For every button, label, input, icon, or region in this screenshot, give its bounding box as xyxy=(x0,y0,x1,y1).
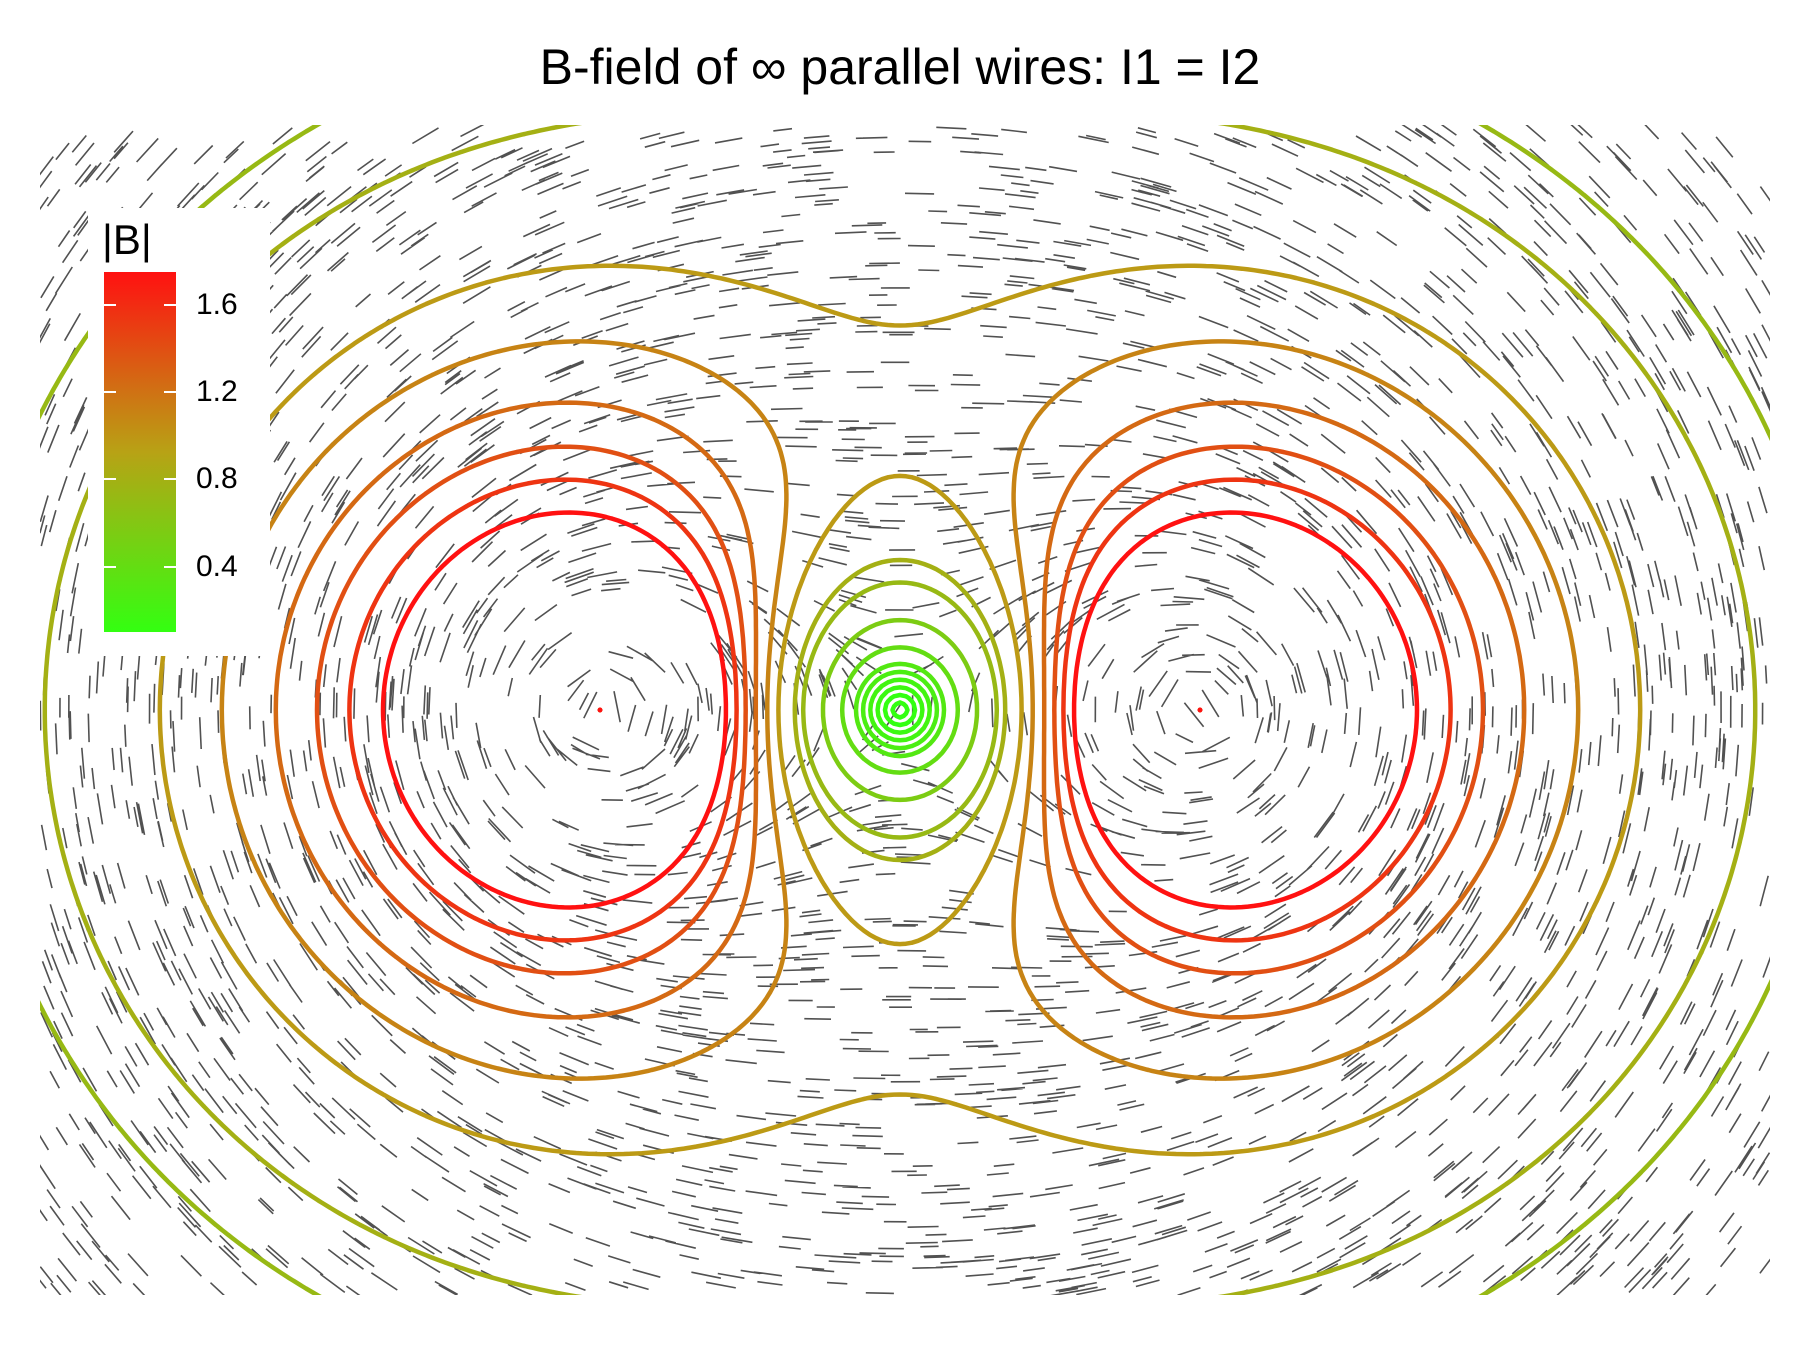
chart-title: B-field of ∞ parallel wires: I1 = I2 xyxy=(539,39,1261,95)
contour-line xyxy=(853,661,947,759)
colorbar-tick-mark xyxy=(164,303,176,306)
colorbar-tick-mark xyxy=(164,565,176,568)
colorbar-tick-label: 0.8 xyxy=(196,462,238,496)
contour-line xyxy=(42,125,1758,1295)
colorbar-tick-mark xyxy=(104,303,116,306)
contour-line xyxy=(597,617,1203,803)
colorbar-tick-mark xyxy=(104,478,116,481)
contour-line xyxy=(40,125,1770,1295)
colorbar-gradient xyxy=(104,272,176,632)
colorbar-tick-mark xyxy=(164,391,176,393)
colorbar-tick-mark xyxy=(104,565,116,568)
contour-line xyxy=(380,510,1420,910)
contour-line xyxy=(839,645,961,775)
contour-line xyxy=(860,669,940,751)
colorbar-title: |B| xyxy=(102,216,152,263)
contour-line xyxy=(314,444,1486,976)
contour-line xyxy=(157,263,1643,1157)
magnitude-contours xyxy=(40,125,1770,1295)
contour-line xyxy=(882,692,918,728)
colorbar-tick-label: 1.2 xyxy=(196,375,238,408)
contour-line xyxy=(868,677,932,743)
contour-line xyxy=(875,685,925,735)
contour-line xyxy=(273,400,1527,1020)
colorbar-legend: |B| 0.4 0.8 1.2 1.6 xyxy=(88,208,270,656)
contour-line xyxy=(219,339,1581,1081)
colorbar-tick-label: 0.4 xyxy=(196,549,238,583)
colorbar-tick-mark xyxy=(104,391,116,393)
colorbar-tick-label: 1.6 xyxy=(196,287,238,321)
contour-line xyxy=(347,477,1453,943)
colorbar-tick-mark xyxy=(164,478,176,481)
contour-line xyxy=(890,700,910,720)
